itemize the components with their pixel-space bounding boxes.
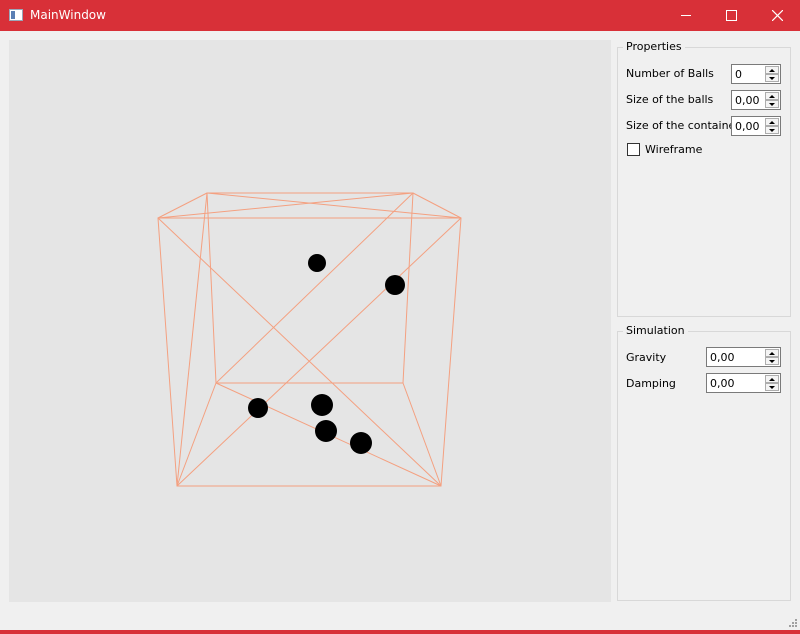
ball [350, 432, 372, 454]
wire-diagonal [157, 217, 442, 487]
wire-edge [176, 382, 217, 487]
size-of-balls-label: Size of the balls [626, 93, 714, 106]
title-bar[interactable]: MainWindow [0, 0, 800, 31]
minimize-icon [680, 15, 691, 16]
number-of-balls-label: Number of Balls [626, 67, 714, 80]
spin-down-button[interactable] [765, 357, 779, 365]
size-of-balls-value: 0,00 [735, 94, 760, 107]
arrow-up-icon [769, 94, 775, 98]
container-wireframe [157, 192, 462, 487]
wire-edge [412, 192, 462, 219]
spin-up-button[interactable] [765, 349, 779, 357]
arrow-up-icon [769, 377, 775, 381]
close-icon [771, 10, 783, 21]
damping-label: Damping [626, 377, 676, 390]
properties-title: Properties [623, 40, 685, 53]
number-of-balls-value: 0 [735, 68, 742, 81]
spin-down-button[interactable] [765, 126, 779, 134]
gravity-value: 0,00 [710, 351, 735, 364]
ball [248, 398, 268, 418]
damping-value: 0,00 [710, 377, 735, 390]
arrow-up-icon [769, 120, 775, 124]
spin-up-button[interactable] [765, 92, 779, 100]
damping-spinbox[interactable]: 0,00 [706, 373, 781, 393]
minimize-button[interactable] [663, 0, 709, 31]
size-grip-icon[interactable] [786, 618, 798, 630]
wire-edge [157, 192, 208, 219]
simulation-scene [157, 192, 462, 487]
ball [308, 254, 326, 272]
spin-down-button[interactable] [765, 383, 779, 391]
arrow-down-icon [769, 128, 775, 132]
window-title: MainWindow [30, 8, 106, 22]
wire-diagonal [176, 192, 208, 487]
wireframe-checkbox[interactable] [627, 143, 640, 156]
spin-up-button[interactable] [765, 118, 779, 126]
arrow-up-icon [769, 68, 775, 72]
balls [248, 254, 405, 454]
ball [385, 275, 405, 295]
size-of-container-value: 0,00 [735, 120, 760, 133]
app-icon [9, 9, 23, 21]
size-of-container-label: Size of the container [626, 119, 740, 132]
wire-diagonal [157, 192, 414, 219]
wire-edge [402, 382, 442, 487]
window-bottom-edge [0, 630, 800, 634]
gravity-label: Gravity [626, 351, 667, 364]
arrow-down-icon [769, 385, 775, 389]
spin-up-button[interactable] [765, 66, 779, 74]
wire-diagonal [206, 192, 462, 219]
wire-back-face [206, 192, 414, 384]
gravity-spinbox[interactable]: 0,00 [706, 347, 781, 367]
number-of-balls-spinbox[interactable]: 0 [731, 64, 781, 84]
size-of-balls-spinbox[interactable]: 0,00 [731, 90, 781, 110]
wireframe-label[interactable]: Wireframe [645, 143, 703, 156]
spin-down-button[interactable] [765, 100, 779, 108]
spin-down-button[interactable] [765, 74, 779, 82]
maximize-button[interactable] [708, 0, 754, 31]
size-of-container-spinbox[interactable]: 0,00 [731, 116, 781, 136]
wire-diagonal [215, 192, 414, 384]
properties-group: Properties [617, 40, 791, 317]
close-button[interactable] [754, 0, 800, 31]
ball [311, 394, 333, 416]
gl-viewport[interactable] [9, 40, 611, 602]
spin-up-button[interactable] [765, 375, 779, 383]
simulation-group: Simulation [617, 324, 791, 601]
arrow-down-icon [769, 359, 775, 363]
arrow-up-icon [769, 351, 775, 355]
simulation-title: Simulation [623, 324, 688, 337]
ball [315, 420, 337, 442]
arrow-down-icon [769, 76, 775, 80]
wire-diagonal [176, 217, 462, 487]
arrow-down-icon [769, 102, 775, 106]
maximize-icon [725, 10, 737, 21]
